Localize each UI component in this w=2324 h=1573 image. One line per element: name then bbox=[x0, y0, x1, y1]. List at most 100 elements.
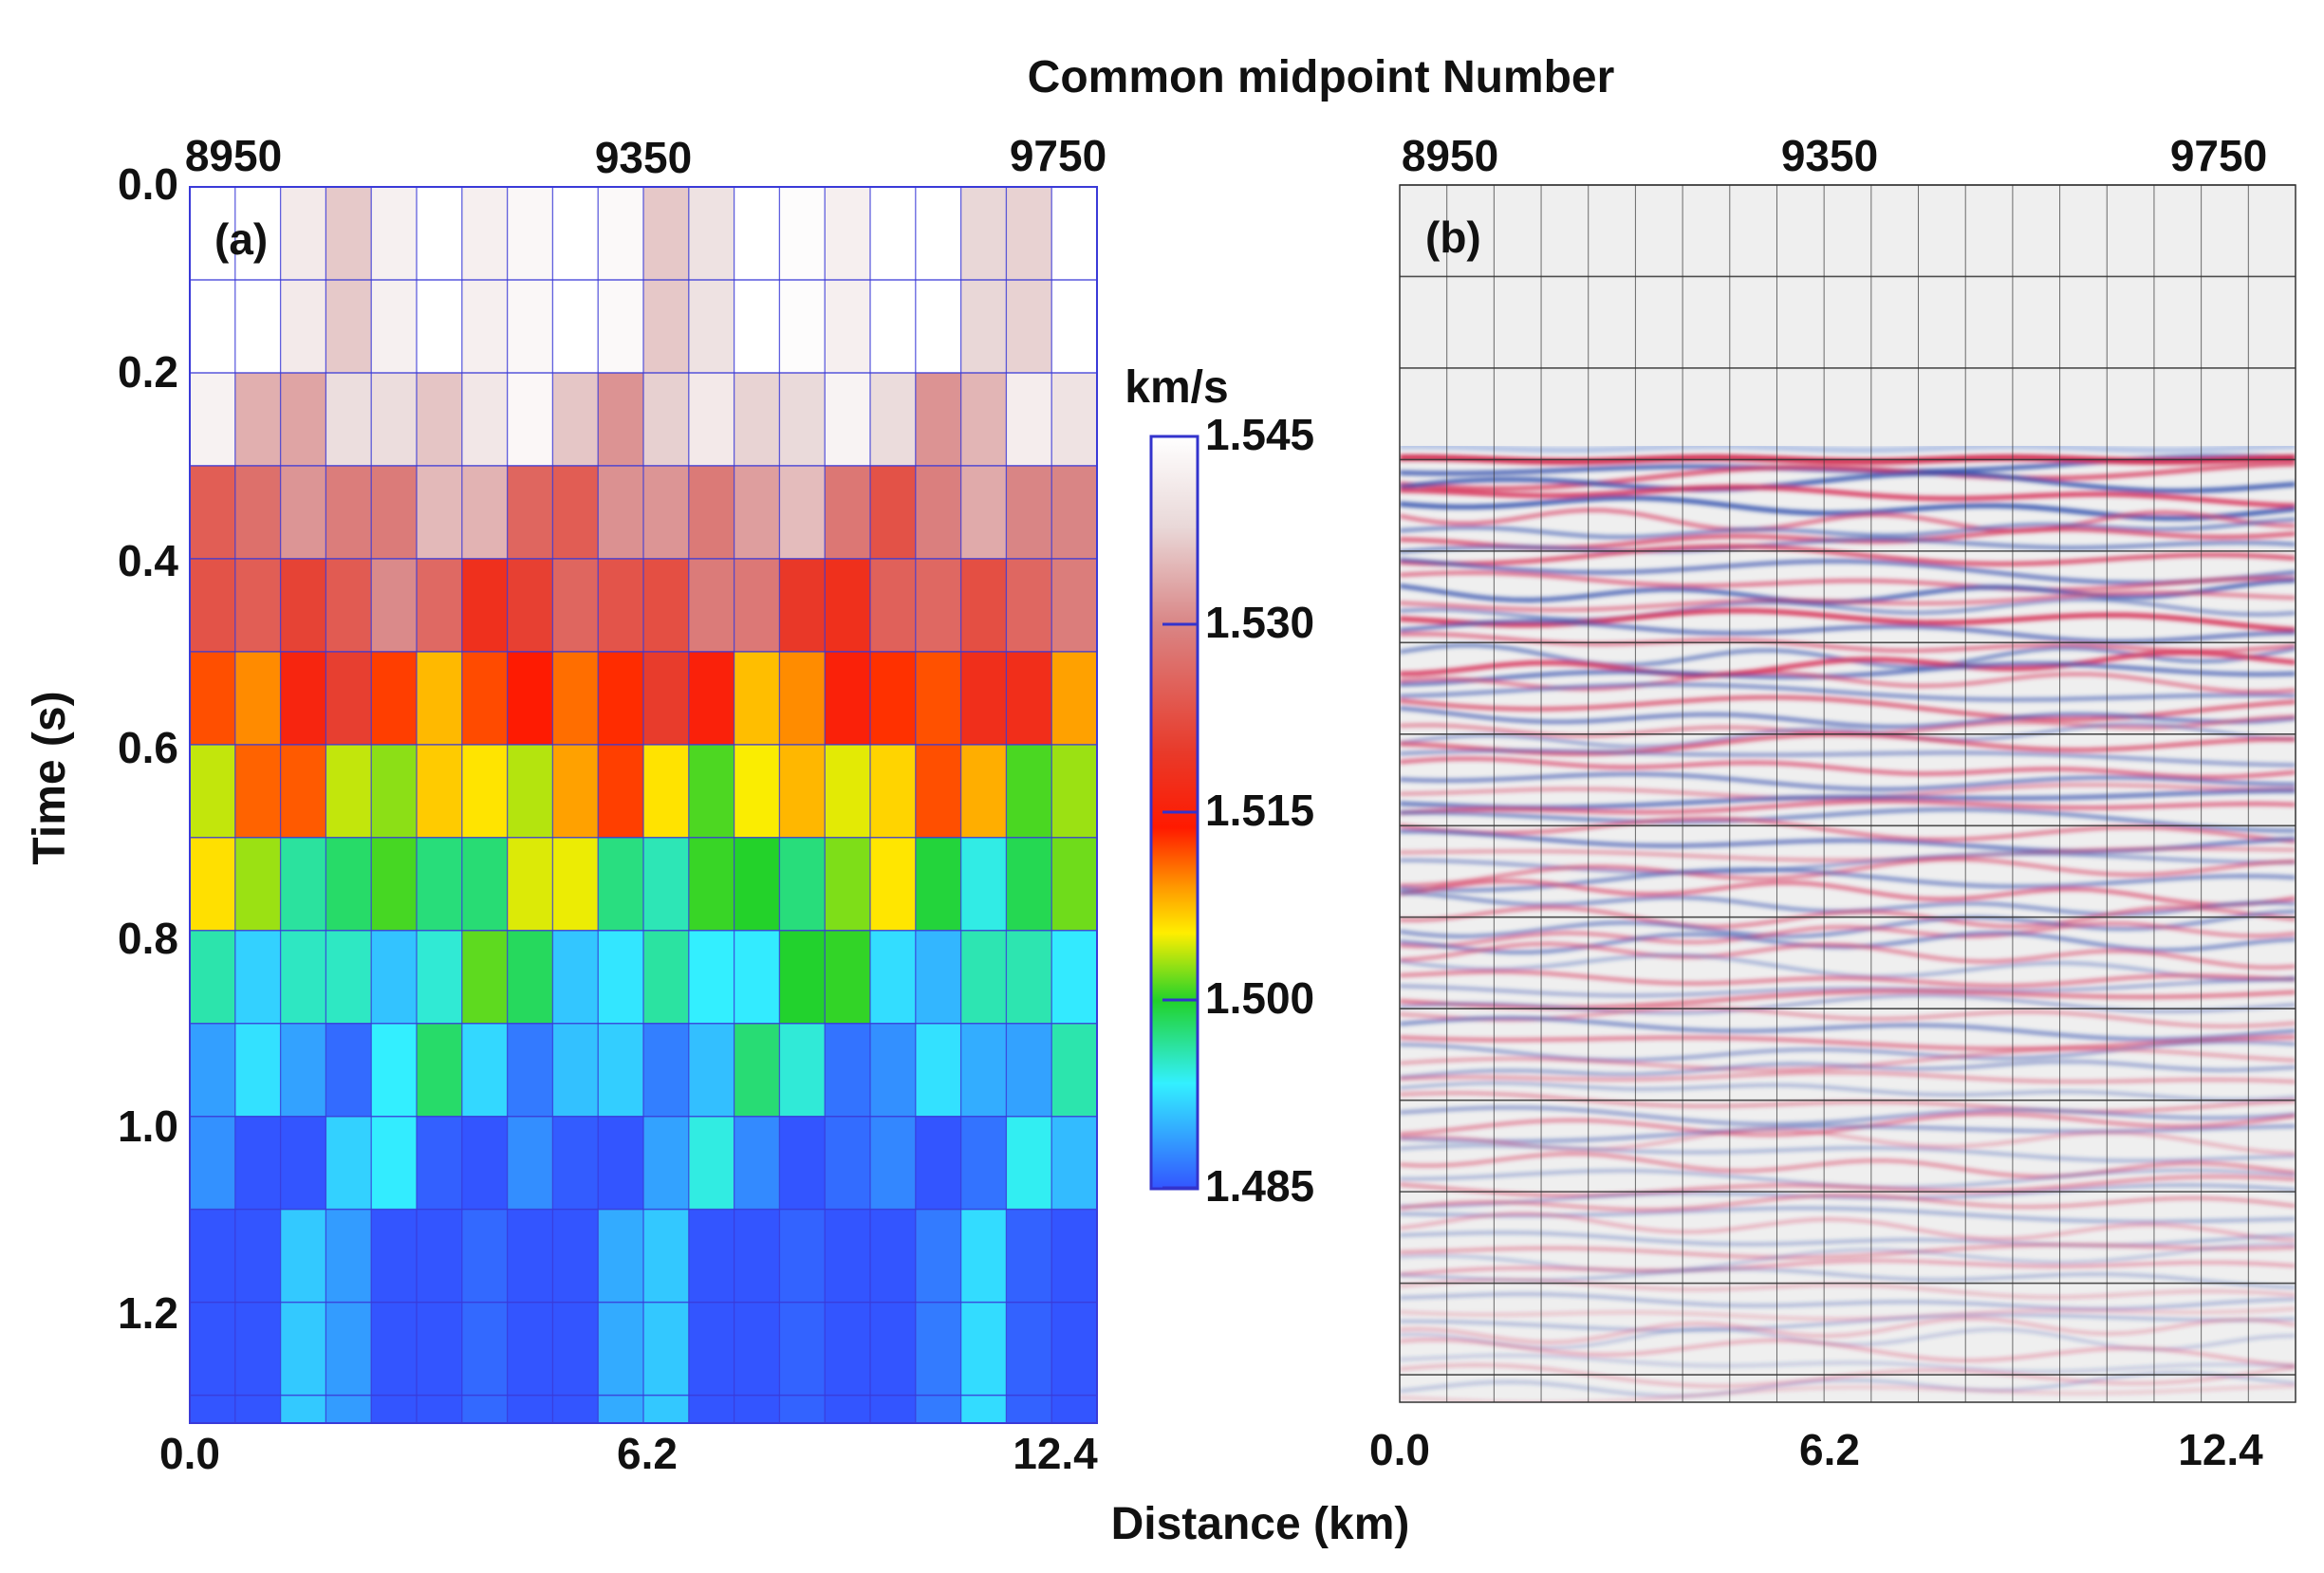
reflector-line bbox=[1400, 879, 2296, 907]
figure-top-title: Common midpoint Number bbox=[1028, 52, 1615, 102]
velocity-cell bbox=[190, 744, 236, 839]
x-axis-label: Distance (km) bbox=[1111, 1499, 1410, 1549]
velocity-cell bbox=[779, 465, 827, 560]
reflector-line bbox=[1400, 846, 2296, 862]
reflector-line bbox=[1400, 1175, 2296, 1197]
reflector-line bbox=[1400, 722, 2296, 749]
reflector-line bbox=[1400, 1193, 2296, 1212]
reflector-line bbox=[1400, 537, 2296, 554]
reflector-line bbox=[1400, 1040, 2296, 1063]
velocity-cell bbox=[1006, 651, 1053, 746]
reflector-line bbox=[1400, 1112, 2296, 1138]
panel-b-distance-ticks: 0.0 6.2 12.4 bbox=[1369, 1425, 2263, 1474]
reflector-group bbox=[1400, 443, 2296, 1402]
velocity-cell bbox=[325, 1023, 373, 1118]
velocity-cell bbox=[1051, 1023, 1097, 1118]
reflector-line bbox=[1400, 852, 2296, 875]
reflector-line bbox=[1400, 816, 2296, 844]
colorbar-unit: km/s bbox=[1125, 362, 1228, 413]
velocity-cell bbox=[461, 465, 509, 560]
velocity-cell bbox=[280, 744, 327, 839]
reflector-line bbox=[1400, 749, 2296, 768]
velocity-cell bbox=[280, 558, 327, 653]
velocity-cell bbox=[190, 930, 236, 1025]
velocity-cell bbox=[598, 930, 644, 1025]
velocity-cell bbox=[960, 1116, 1008, 1211]
velocity-cell bbox=[280, 1023, 327, 1118]
velocity-cell bbox=[734, 1116, 781, 1211]
panel-b-grid bbox=[1399, 184, 2296, 1403]
velocity-cell bbox=[280, 372, 327, 467]
reflector-line bbox=[1400, 1259, 2296, 1276]
velocity-cell bbox=[1051, 930, 1097, 1025]
reflector-line bbox=[1400, 771, 2296, 792]
velocity-cell bbox=[598, 1023, 644, 1118]
reflector-line bbox=[1400, 1354, 2296, 1373]
reflector-line bbox=[1400, 1371, 2296, 1397]
velocity-cell bbox=[825, 744, 871, 839]
velocity-cell bbox=[960, 837, 1008, 932]
time-tick-label: 0.4 bbox=[118, 536, 178, 585]
velocity-cell bbox=[1006, 744, 1053, 839]
panel-a-label: (a) bbox=[214, 214, 268, 264]
velocity-cell bbox=[643, 558, 690, 653]
velocity-cell bbox=[1051, 837, 1097, 932]
velocity-cell bbox=[234, 1116, 282, 1211]
velocity-cell bbox=[779, 1023, 827, 1118]
velocity-cell bbox=[552, 1023, 600, 1118]
velocity-cell bbox=[825, 837, 871, 932]
velocity-cell bbox=[461, 651, 509, 746]
reflector-line bbox=[1400, 953, 2296, 982]
velocity-cell bbox=[643, 372, 690, 467]
velocity-cell bbox=[371, 651, 418, 746]
velocity-cell bbox=[417, 651, 463, 746]
velocity-cell bbox=[598, 558, 644, 653]
velocity-cell bbox=[325, 1116, 373, 1211]
velocity-cell bbox=[190, 558, 236, 653]
velocity-cell bbox=[552, 651, 600, 746]
velocity-cell bbox=[960, 930, 1008, 1025]
velocity-cell bbox=[779, 651, 827, 746]
velocity-cell bbox=[779, 372, 827, 467]
colorbar-tick-label: 1.530 bbox=[1205, 598, 1314, 647]
velocity-cell bbox=[779, 744, 827, 839]
velocity-layers bbox=[190, 187, 1097, 1423]
velocity-cell bbox=[417, 930, 463, 1025]
velocity-cell bbox=[1051, 558, 1097, 653]
velocity-cell bbox=[234, 744, 282, 839]
velocity-cell bbox=[734, 465, 781, 560]
velocity-cell bbox=[280, 465, 327, 560]
velocity-cell bbox=[1051, 1116, 1097, 1211]
reflector-line bbox=[1400, 1313, 2296, 1332]
reflector-line bbox=[1400, 544, 2296, 566]
velocity-cell bbox=[325, 651, 373, 746]
reflector-line bbox=[1400, 799, 2296, 815]
velocity-cell bbox=[960, 372, 1008, 467]
panel-a-frame bbox=[189, 186, 1098, 1424]
velocity-cell bbox=[461, 1116, 509, 1211]
velocity-cell bbox=[870, 744, 917, 839]
velocity-cell bbox=[598, 1116, 644, 1211]
seafloor-reflector bbox=[1400, 453, 2296, 465]
velocity-cell bbox=[643, 930, 690, 1025]
velocity-cell bbox=[915, 558, 962, 653]
reflector-line bbox=[1400, 1317, 2296, 1344]
velocity-cell bbox=[870, 558, 917, 653]
velocity-cell bbox=[643, 1116, 690, 1211]
reflector-line bbox=[1400, 1243, 2296, 1260]
reflector-line bbox=[1400, 1124, 2296, 1143]
velocity-cell bbox=[234, 930, 282, 1025]
velocity-cell bbox=[870, 1116, 917, 1211]
velocity-cell bbox=[507, 1023, 554, 1118]
velocity-cell bbox=[1006, 1023, 1053, 1118]
velocity-cell bbox=[1006, 465, 1053, 560]
velocity-cell bbox=[280, 1116, 327, 1211]
velocity-cell bbox=[688, 1116, 735, 1211]
velocity-cell bbox=[870, 372, 917, 467]
velocity-cell bbox=[325, 465, 373, 560]
velocity-cell bbox=[371, 1209, 418, 1423]
velocity-cell bbox=[190, 465, 236, 560]
velocity-cell bbox=[779, 1116, 827, 1211]
velocity-cell bbox=[688, 465, 735, 560]
velocity-cell bbox=[960, 651, 1008, 746]
